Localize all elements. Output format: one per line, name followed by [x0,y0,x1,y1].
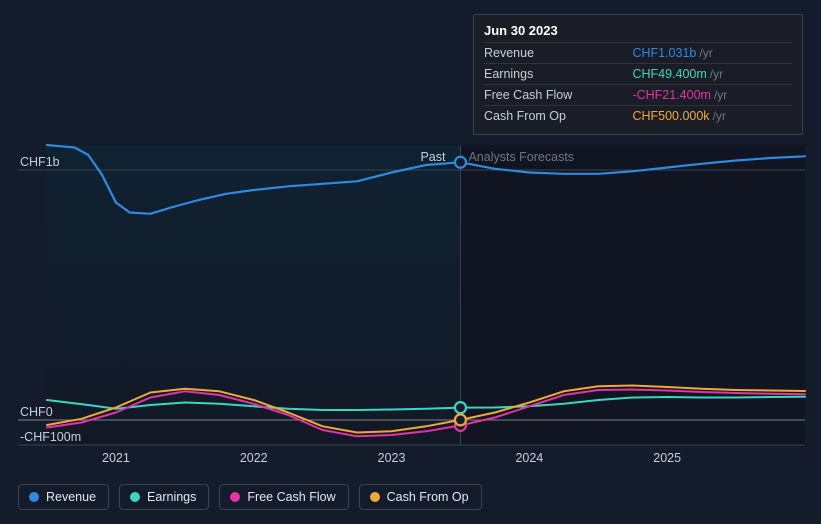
past-region-label: Past [420,150,445,164]
x-axis-label: 2021 [102,451,130,465]
x-axis-label: 2025 [653,451,681,465]
legend-dot-icon [230,492,240,502]
tooltip-row-value: CHF1.031b/yr [632,43,792,64]
tooltip-row-label: Earnings [484,64,632,85]
forecast-region-label: Analysts Forecasts [468,150,574,164]
legend-item-cash-from-op[interactable]: Cash From Op [359,484,482,510]
tooltip-row-value: CHF500.000k/yr [632,106,792,127]
tooltip-row: Cash From OpCHF500.000k/yr [484,106,792,127]
x-axis-label: 2023 [378,451,406,465]
tooltip-row: EarningsCHF49.400m/yr [484,64,792,85]
tooltip-row: RevenueCHF1.031b/yr [484,43,792,64]
tooltip-table: RevenueCHF1.031b/yrEarningsCHF49.400m/yr… [484,42,792,126]
legend-label: Earnings [147,490,196,504]
tooltip-row-value: CHF49.400m/yr [632,64,792,85]
tooltip-row-label: Free Cash Flow [484,85,632,106]
tooltip-row-value: -CHF21.400m/yr [632,85,792,106]
x-axis-label: 2022 [240,451,268,465]
chart-legend: Revenue Earnings Free Cash Flow Cash From O… [18,484,482,510]
tooltip-row-label: Revenue [484,43,632,64]
legend-dot-icon [29,492,39,502]
legend-dot-icon [130,492,140,502]
legend-item-revenue[interactable]: Revenue [18,484,109,510]
legend-dot-icon [370,492,380,502]
y-axis-label: -CHF100m [20,430,81,444]
legend-label: Free Cash Flow [247,490,335,504]
legend-item-earnings[interactable]: Earnings [119,484,209,510]
legend-label: Cash From Op [387,490,469,504]
x-axis-label: 2024 [515,451,543,465]
y-axis-label: CHF1b [20,155,60,169]
tooltip-row-label: Cash From Op [484,106,632,127]
chart-tooltip: Jun 30 2023 RevenueCHF1.031b/yrEarningsC… [473,14,803,135]
legend-item-free-cash-flow[interactable]: Free Cash Flow [219,484,348,510]
tooltip-date: Jun 30 2023 [484,23,792,42]
legend-label: Revenue [46,490,96,504]
financials-chart: CHF1b CHF0 -CHF100m 2021 2022 2023 2024 2025 P… [0,0,821,524]
tooltip-row: Free Cash Flow-CHF21.400m/yr [484,85,792,106]
y-axis-label: CHF0 [20,405,53,419]
